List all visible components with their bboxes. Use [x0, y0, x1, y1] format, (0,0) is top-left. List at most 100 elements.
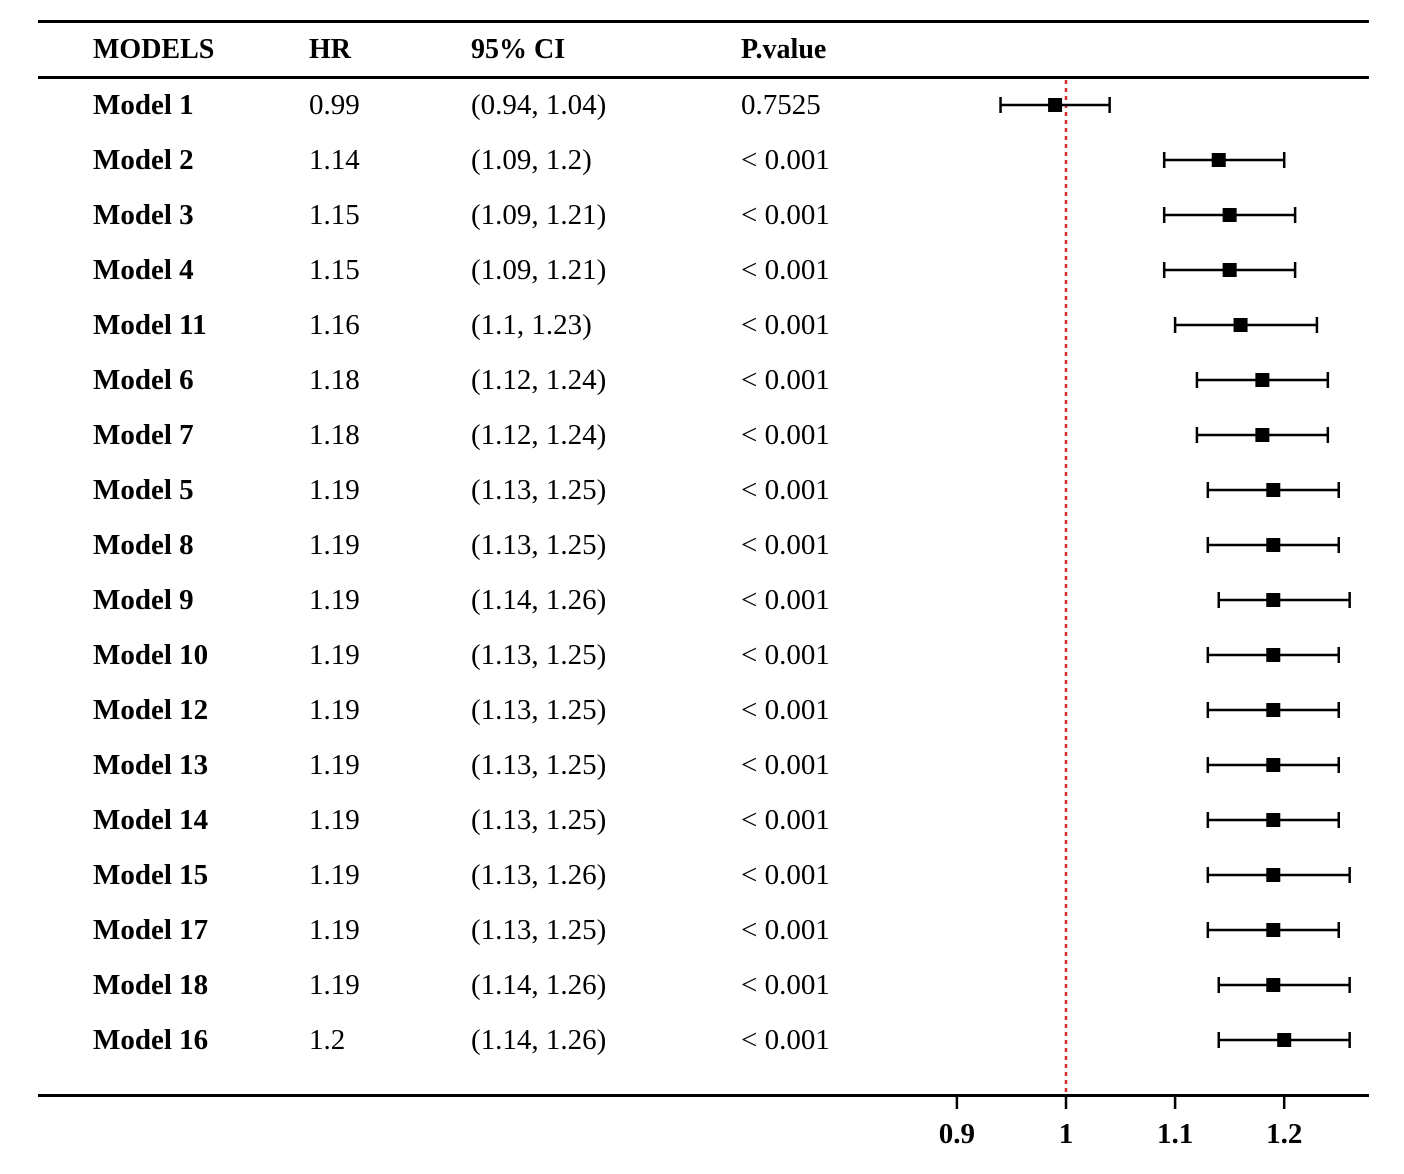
row-hr-cell: 1.19 — [309, 639, 360, 671]
row-hr-cell: 1.19 — [309, 694, 360, 726]
row-ci-cell: (1.09, 1.21) — [471, 199, 607, 231]
x-tick-label: 1 — [1058, 1118, 1074, 1150]
row-hr-cell: 1.16 — [309, 309, 360, 341]
row-hr-cell: 1.2 — [309, 1024, 346, 1056]
row-ci-cell: (0.94, 1.04) — [471, 89, 607, 121]
axis-line — [38, 1094, 1369, 1097]
row-ci-cell: (1.13, 1.25) — [471, 804, 607, 836]
row-p-cell: < 0.001 — [741, 914, 830, 946]
row-ci-cell: (1.13, 1.26) — [471, 859, 607, 891]
row-p-cell: < 0.001 — [741, 474, 830, 506]
row-model-cell: Model 16 — [93, 1024, 209, 1056]
row-hr-cell: 1.15 — [309, 199, 360, 231]
point-estimate-marker — [1266, 813, 1281, 827]
row-ci-cell: (1.13, 1.25) — [471, 914, 607, 946]
row-ci-cell: (1.13, 1.25) — [471, 639, 607, 671]
point-estimate-marker — [1211, 153, 1226, 167]
row-hr-cell: 0.99 — [309, 89, 360, 121]
row-model-cell: Model 1 — [93, 89, 194, 121]
row-model-cell: Model 10 — [93, 639, 209, 671]
x-tick-label: 1.1 — [1156, 1118, 1194, 1150]
row-model-cell: Model 9 — [93, 584, 194, 616]
row-ci-cell: (1.1, 1.23) — [471, 309, 592, 341]
row-ci-cell: (1.13, 1.25) — [471, 749, 607, 781]
row-model-cell: Model 5 — [93, 474, 194, 506]
row-model-cell: Model 2 — [93, 144, 194, 176]
row-p-cell: < 0.001 — [741, 749, 830, 781]
row-model-cell: Model 6 — [93, 364, 194, 396]
row-p-cell: < 0.001 — [741, 694, 830, 726]
row-model-cell: Model 11 — [93, 309, 207, 341]
row-hr-cell: 1.15 — [309, 254, 360, 286]
header-ci: 95% CI — [471, 34, 566, 65]
point-estimate-marker — [1222, 263, 1237, 277]
row-hr-cell: 1.14 — [309, 144, 360, 176]
row-p-cell: < 0.001 — [741, 309, 830, 341]
row-model-cell: Model 12 — [93, 694, 209, 726]
point-estimate-marker — [1266, 648, 1281, 662]
row-hr-cell: 1.19 — [309, 969, 360, 1001]
row-hr-cell: 1.19 — [309, 914, 360, 946]
row-ci-cell: (1.13, 1.25) — [471, 529, 607, 561]
row-p-cell: < 0.001 — [741, 419, 830, 451]
row-ci-cell: (1.09, 1.2) — [471, 144, 592, 176]
row-hr-cell: 1.19 — [309, 749, 360, 781]
row-ci-cell: (1.09, 1.21) — [471, 254, 607, 286]
header-hr: HR — [309, 34, 351, 65]
row-ci-cell: (1.14, 1.26) — [471, 1024, 607, 1056]
header-pvalue: P.value — [741, 34, 827, 65]
row-p-cell: < 0.001 — [741, 969, 830, 1001]
row-p-cell: < 0.001 — [741, 584, 830, 616]
row-hr-cell: 1.19 — [309, 804, 360, 836]
row-model-cell: Model 14 — [93, 804, 209, 836]
row-hr-cell: 1.19 — [309, 529, 360, 561]
row-p-cell: < 0.001 — [741, 804, 830, 836]
row-ci-cell: (1.14, 1.26) — [471, 969, 607, 1001]
point-estimate-marker — [1266, 483, 1281, 497]
row-model-cell: Model 8 — [93, 529, 194, 561]
row-p-cell: < 0.001 — [741, 364, 830, 396]
point-estimate-marker — [1266, 538, 1281, 552]
point-estimate-marker — [1048, 98, 1063, 112]
point-estimate-marker — [1266, 923, 1281, 937]
row-model-cell: Model 7 — [93, 419, 194, 451]
point-estimate-marker — [1255, 373, 1270, 387]
x-tick-label: 0.9 — [938, 1118, 976, 1150]
row-ci-cell: (1.14, 1.26) — [471, 584, 607, 616]
point-estimate-marker — [1277, 1033, 1292, 1047]
row-model-cell: Model 13 — [93, 749, 209, 781]
row-p-cell: < 0.001 — [741, 529, 830, 561]
point-estimate-marker — [1233, 318, 1248, 332]
row-model-cell: Model 15 — [93, 859, 209, 891]
row-hr-cell: 1.19 — [309, 859, 360, 891]
row-p-cell: < 0.001 — [741, 144, 830, 176]
header-models: MODELS — [93, 34, 215, 65]
point-estimate-marker — [1266, 593, 1281, 607]
x-tick-label: 1.2 — [1266, 1118, 1303, 1150]
row-p-cell: < 0.001 — [741, 859, 830, 891]
row-hr-cell: 1.19 — [309, 474, 360, 506]
row-model-cell: Model 18 — [93, 969, 209, 1001]
row-model-cell: Model 17 — [93, 914, 209, 946]
point-estimate-marker — [1266, 758, 1281, 772]
row-p-cell: < 0.001 — [741, 199, 830, 231]
point-estimate-marker — [1266, 978, 1281, 992]
row-p-cell: < 0.001 — [741, 1024, 830, 1056]
row-ci-cell: (1.13, 1.25) — [471, 474, 607, 506]
row-ci-cell: (1.13, 1.25) — [471, 694, 607, 726]
row-hr-cell: 1.18 — [309, 419, 360, 451]
row-hr-cell: 1.19 — [309, 584, 360, 616]
row-p-cell: < 0.001 — [741, 254, 830, 286]
table-top-rule — [38, 20, 1369, 23]
row-p-cell: < 0.001 — [741, 639, 830, 671]
row-model-cell: Model 3 — [93, 199, 194, 231]
header-bottom-rule — [38, 76, 1369, 79]
point-estimate-marker — [1222, 208, 1237, 222]
row-ci-cell: (1.12, 1.24) — [471, 364, 607, 396]
row-ci-cell: (1.12, 1.24) — [471, 419, 607, 451]
point-estimate-marker — [1266, 703, 1281, 717]
point-estimate-marker — [1255, 428, 1270, 442]
point-estimate-marker — [1266, 868, 1281, 882]
row-hr-cell: 1.18 — [309, 364, 360, 396]
